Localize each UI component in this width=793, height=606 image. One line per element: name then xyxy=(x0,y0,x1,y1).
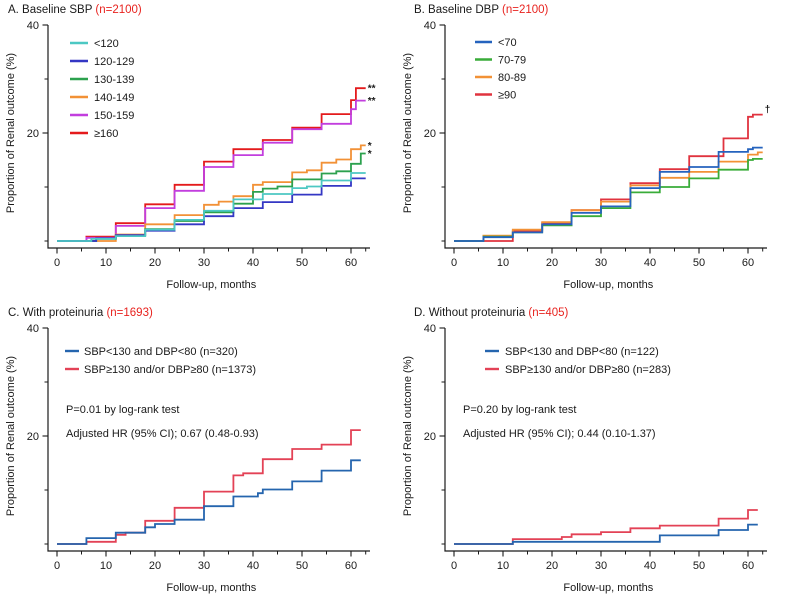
panel-a-chart: 20 40 0 10 20 30 40 50 60 Follow-up, months Propor… xyxy=(5,20,376,291)
panel-c-n-label: (n=1693) xyxy=(106,307,153,319)
panel-c-chart: 20 40 0 10 20 30 40 50 60 Follow-up, months Propor… xyxy=(5,323,370,594)
legend-label: 130-139 xyxy=(94,74,134,86)
axes xyxy=(444,328,767,552)
y-tick-label: 40 xyxy=(424,20,436,32)
panel-d-chart: 20 40 0 10 20 30 40 50 60 Follow-up, months Propor… xyxy=(402,323,767,594)
series-line xyxy=(454,151,763,242)
x-tick-label: 40 xyxy=(247,257,259,269)
x-tick-label: 0 xyxy=(451,560,457,572)
x-tick-label: 10 xyxy=(100,560,112,572)
y-tick-label: 20 xyxy=(27,431,39,443)
axes xyxy=(47,328,370,552)
x-tick-label: 20 xyxy=(149,560,161,572)
significance-marker: * xyxy=(368,141,372,152)
x-tick-label: 40 xyxy=(644,560,656,572)
series-line xyxy=(454,509,758,545)
y-axis-label: Proportion of Renal outcome (%) xyxy=(5,53,17,213)
legend-label: 80-89 xyxy=(498,72,526,84)
panel-b-title-text: B. Baseline DBP xyxy=(414,4,499,16)
panel-d-n-label: (n=405) xyxy=(528,307,569,319)
series-line xyxy=(57,172,366,242)
stat-annotation: P=0.20 by log-rank test xyxy=(463,404,576,416)
x-tick-label: 30 xyxy=(595,257,607,269)
significance-marker: ** xyxy=(368,84,376,95)
panel-c-title-text: C. With proteinuria xyxy=(8,307,104,319)
x-tick-label: 20 xyxy=(546,560,558,572)
significance-marker: * xyxy=(368,149,372,160)
axes xyxy=(47,25,370,249)
x-tick-label: 0 xyxy=(54,560,60,572)
y-tick-label: 20 xyxy=(424,431,436,443)
stat-annotation: P=0.01 by log-rank test xyxy=(66,404,179,416)
x-tick-label: 0 xyxy=(54,257,60,269)
series-line xyxy=(57,177,366,242)
legend-label: SBP≥130 and/or DBP≥80 (n=283) xyxy=(505,364,671,376)
x-tick-label: 50 xyxy=(296,257,308,269)
legend-label: SBP≥130 and/or DBP≥80 (n=1373) xyxy=(84,364,256,376)
x-tick-label: 50 xyxy=(296,560,308,572)
panel-b-chart: 20 40 0 10 20 30 40 50 60 Follow-up, months Propor… xyxy=(402,20,771,291)
x-tick-label: 40 xyxy=(644,257,656,269)
panel-b-n-label: (n=2100) xyxy=(502,4,549,16)
y-axis-label: Proportion of Renal outcome (%) xyxy=(5,356,17,516)
x-tick-label: 40 xyxy=(247,560,259,572)
significance-marker: ** xyxy=(368,96,376,107)
series-line xyxy=(57,99,366,242)
series-line xyxy=(57,429,361,545)
x-tick-label: 10 xyxy=(497,257,509,269)
y-axis-label: Proportion of Renal outcome (%) xyxy=(402,53,414,213)
y-tick-label: 20 xyxy=(424,128,436,140)
series-line xyxy=(57,144,366,242)
x-tick-label: 30 xyxy=(198,257,210,269)
x-tick-label: 50 xyxy=(693,560,705,572)
y-axis-label: Proportion of Renal outcome (%) xyxy=(402,356,414,516)
series-line xyxy=(454,146,763,242)
axes xyxy=(444,25,767,249)
panel-d-title-text: D. Without proteinuria xyxy=(414,307,526,319)
x-tick-label: 10 xyxy=(497,560,509,572)
x-tick-label: 60 xyxy=(742,560,754,572)
legend-label: ≥160 xyxy=(94,128,118,140)
series-line xyxy=(454,523,758,545)
panel-a-title-text: A. Baseline SBP xyxy=(8,4,93,16)
legend-label: 140-149 xyxy=(94,92,134,104)
panel-a-n-label: (n=2100) xyxy=(95,4,142,16)
x-tick-label: 30 xyxy=(198,560,210,572)
legend-label: SBP<130 and DBP<80 (n=320) xyxy=(84,346,238,358)
legend-label: 70-79 xyxy=(498,55,526,67)
legend-label: 120-129 xyxy=(94,56,134,68)
panel-d-title: D. Without proteinuria (n=405) xyxy=(414,307,568,319)
x-tick-label: 60 xyxy=(345,257,357,269)
x-tick-label: 10 xyxy=(100,257,112,269)
legend-label: 150-159 xyxy=(94,110,134,122)
legend-label: <120 xyxy=(94,38,119,50)
significance-marker: † xyxy=(765,105,771,116)
panel-b-title: B. Baseline DBP (n=2100) xyxy=(414,4,548,16)
panel-c-title: C. With proteinuria (n=1693) xyxy=(8,307,153,319)
y-tick-label: 40 xyxy=(27,20,39,32)
x-tick-label: 60 xyxy=(345,560,357,572)
x-tick-label: 50 xyxy=(693,257,705,269)
legend-label: ≥90 xyxy=(498,90,516,102)
x-axis-label: Follow-up, months xyxy=(563,279,653,291)
x-axis-label: Follow-up, months xyxy=(166,279,256,291)
stat-annotation: Adjusted HR (95% CI); 0.44 (0.10-1.37) xyxy=(463,428,656,440)
x-axis-label: Follow-up, months xyxy=(166,582,256,594)
x-tick-label: 60 xyxy=(742,257,754,269)
y-tick-label: 40 xyxy=(27,323,39,335)
x-tick-label: 20 xyxy=(546,257,558,269)
x-tick-label: 30 xyxy=(595,560,607,572)
legend-label: SBP<130 and DBP<80 (n=122) xyxy=(505,346,659,358)
x-tick-label: 0 xyxy=(451,257,457,269)
panel-a-title: A. Baseline SBP (n=2100) xyxy=(8,4,142,16)
series-line xyxy=(57,459,361,545)
y-tick-label: 20 xyxy=(27,128,39,140)
stat-annotation: Adjusted HR (95% CI); 0.67 (0.48-0.93) xyxy=(66,428,259,440)
x-tick-label: 20 xyxy=(149,257,161,269)
y-tick-label: 40 xyxy=(424,323,436,335)
legend-label: <70 xyxy=(498,37,517,49)
x-axis-label: Follow-up, months xyxy=(563,582,653,594)
